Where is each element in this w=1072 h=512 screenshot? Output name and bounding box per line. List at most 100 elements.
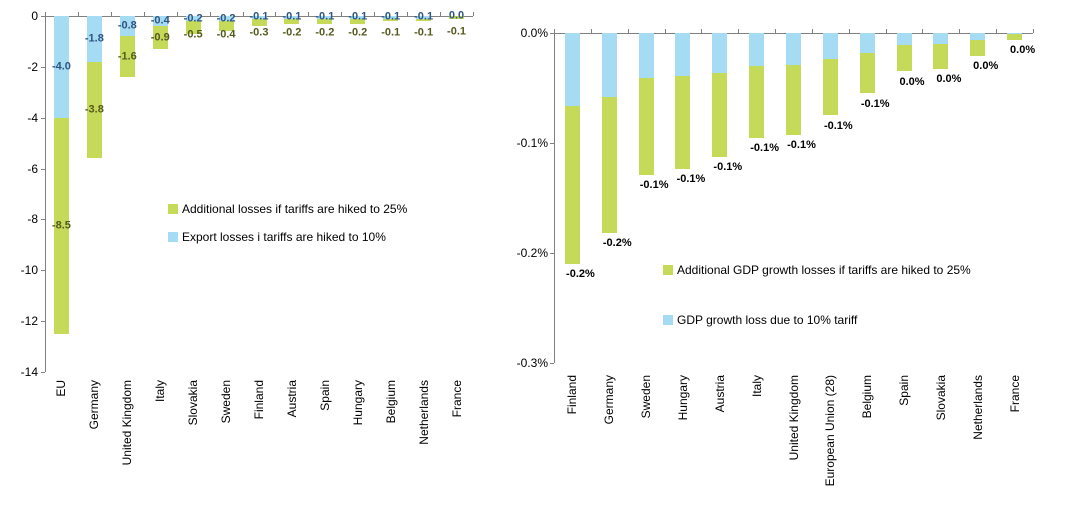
category-axis-tick (701, 29, 703, 33)
bar-segment-25pct-tariff (218, 21, 234, 32)
category-label: Spain (897, 375, 912, 406)
category-label: Germany (602, 375, 617, 425)
bar-label-total: 0.0% (973, 59, 999, 72)
category-axis-tick (922, 29, 924, 33)
category-axis-tick (407, 12, 409, 16)
bar-label-blue: -0.1 (282, 10, 302, 23)
bar-segment-25pct-tariff (1007, 34, 1023, 40)
y-axis-tick (41, 66, 45, 68)
category-axis-tick (473, 12, 474, 16)
category-axis-tick (209, 12, 211, 16)
bar-segment-10pct-tariff (218, 16, 234, 22)
legend-label: GDP growth loss due to 10% tariff (677, 313, 858, 327)
y-axis-tick-label: -12 (20, 314, 38, 329)
bar-segment-25pct-tariff (749, 66, 765, 138)
category-label: Belgium (860, 375, 875, 419)
bar-label-green: -0.2 (282, 26, 302, 39)
category-axis-tick (554, 29, 555, 33)
bar-segment-25pct-tariff (119, 36, 135, 77)
green-legend-swatch-icon (168, 204, 178, 214)
bar-label-total: 0.0% (899, 75, 925, 88)
category-axis-tick (627, 29, 629, 33)
bar-segment-25pct-tariff (152, 26, 168, 50)
y-axis-tick-label: -0.3% (516, 356, 548, 370)
bar-segment-25pct-tariff (86, 61, 102, 159)
bar-label-blue: -4.0 (51, 60, 71, 73)
category-label: Germany (87, 380, 102, 430)
bar-segment-25pct-tariff (53, 117, 69, 334)
bar-label-total: -0.1% (639, 178, 669, 191)
y-axis-tick-label: -8 (27, 212, 38, 227)
bar-label-blue: -0.2 (183, 12, 203, 25)
bar-segment-25pct-tariff (859, 52, 875, 94)
y-axis-tick (550, 253, 554, 254)
bar-segment-10pct-tariff (970, 33, 986, 41)
bar-segment-25pct-tariff (383, 18, 399, 22)
bar-label-green: -0.1 (447, 25, 467, 38)
bar-label-total: -0.1% (860, 97, 890, 110)
category-axis-tick (590, 29, 592, 33)
bar-label-blue: -0.1 (315, 10, 335, 23)
bar-segment-10pct-tariff (933, 33, 949, 44)
y-axis-tick (41, 270, 45, 272)
bar-segment-25pct-tariff (449, 16, 465, 19)
bar-label-blue: -0.1 (249, 10, 269, 23)
bar-segment-25pct-tariff (317, 18, 333, 24)
bar-segment-10pct-tariff (564, 33, 580, 106)
y-axis-tick (41, 372, 45, 373)
category-axis-tick (811, 29, 813, 33)
bar-segment-10pct-tariff (86, 16, 102, 62)
legend-label: Additional GDP growth losses if tariffs … (677, 263, 971, 277)
bar-segment-10pct-tariff (712, 33, 728, 73)
bar-segment-25pct-tariff (564, 105, 580, 264)
category-axis-tick (848, 29, 850, 33)
bar-label-blue: -1.8 (84, 32, 104, 45)
category-label: Netherlands (416, 380, 431, 445)
bar-segment-10pct-tariff (786, 33, 801, 65)
bar-segment-25pct-tariff (896, 45, 912, 72)
bar-label-green: -3.8 (84, 103, 104, 116)
category-axis-tick (664, 29, 666, 33)
bar-label-total: 0.0% (936, 73, 962, 86)
bar-label-total: -0.1% (823, 119, 853, 132)
y-axis-tick (550, 143, 554, 144)
bar-label-green: -1.6 (117, 50, 137, 63)
bar-segment-25pct-tariff (638, 78, 654, 175)
y-axis-line (45, 16, 46, 372)
y-axis-tick-label: -4 (27, 110, 38, 125)
bar-segment-10pct-tariff (675, 33, 691, 76)
category-axis-tick (959, 29, 961, 33)
bar-label-total: -0.1% (713, 161, 743, 174)
category-axis-tick (440, 12, 442, 16)
bar-segment-25pct-tariff (933, 44, 949, 70)
category-label: Hungary (350, 380, 365, 426)
bar-label-blue: -0.1 (414, 10, 434, 23)
y-axis-tick-label: -6 (27, 161, 38, 176)
bar-label-total: -0.1% (787, 139, 816, 152)
category-axis-tick (77, 12, 79, 16)
bar-label-blue: -0.2 (216, 12, 236, 25)
category-label: Sweden (639, 375, 654, 419)
bar-label-blue: -0.4 (150, 14, 170, 27)
y-axis-tick-label: 0.0% (520, 26, 548, 40)
bar-label-green: -0.1 (381, 26, 401, 39)
bar-label-blue: -0.1 (348, 10, 368, 23)
y-axis-tick-label: 0 (31, 9, 38, 23)
bar-segment-25pct-tariff (416, 18, 432, 22)
bar-label-green: -0.5 (183, 28, 203, 41)
bar-segment-10pct-tariff (53, 16, 69, 118)
y-axis-tick (41, 321, 45, 323)
bar-segment-25pct-tariff (675, 75, 691, 170)
bar-segment-10pct-tariff (416, 16, 432, 19)
bar-segment-10pct-tariff (749, 33, 765, 66)
bar-label-total: -0.2% (602, 237, 632, 250)
bar-segment-10pct-tariff (185, 16, 201, 22)
category-axis-tick (1033, 29, 1034, 33)
category-axis-tick (275, 12, 277, 16)
category-label: Netherlands (970, 375, 985, 440)
bar-label-blue: -0.1 (381, 10, 401, 23)
bar-label-total: -0.1% (750, 141, 780, 154)
bar-label-green: -0.9 (150, 31, 170, 44)
bar-label-total: -0.1% (676, 173, 706, 186)
